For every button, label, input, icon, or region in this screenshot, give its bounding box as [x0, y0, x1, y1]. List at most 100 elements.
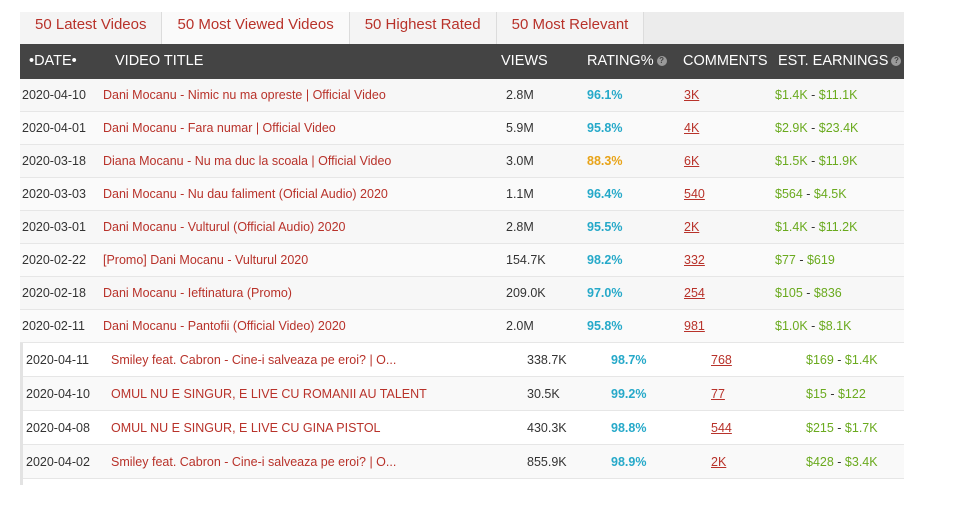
video-rating: 96.4%: [587, 187, 623, 201]
video-comments-link[interactable]: 77: [711, 387, 725, 401]
tab-highest-rated[interactable]: 50 Highest Rated: [349, 12, 497, 44]
column-earnings-header[interactable]: EST. EARNINGS?: [778, 44, 902, 79]
table-row: 2020-03-01 Dani Mocanu - Vulturul (Offici…: [20, 211, 904, 244]
video-rating: 98.2%: [587, 253, 623, 267]
video-comments-link[interactable]: 3K: [684, 88, 700, 102]
video-views: 855.9K: [527, 455, 567, 469]
earnings-low: $1.4K: [775, 220, 808, 234]
video-date: 2020-04-02: [26, 455, 90, 469]
video-date: 2020-03-01: [22, 220, 86, 234]
table-row: 2020-04-10 Dani Mocanu - Nimic nu ma opre…: [20, 79, 904, 112]
video-earnings: $1.0K - $8.1K: [775, 310, 851, 343]
video-title-link[interactable]: Dani Mocanu - Ieftinatura (Promo): [103, 286, 292, 300]
earnings-low: $1.0K: [775, 319, 808, 333]
earnings-separator: -: [807, 121, 819, 135]
video-comments-link[interactable]: 2K: [711, 455, 727, 469]
video-title-link[interactable]: Dani Mocanu - Pantofii (Official Video) …: [103, 319, 346, 333]
table-row: 2020-04-02 Smiley feat. Cabron - Cine-i s…: [23, 445, 904, 479]
video-title-link[interactable]: Diana Mocanu - Nu ma duc la scoala | Off…: [103, 154, 392, 168]
earnings-separator: -: [833, 421, 845, 435]
table-row: 2020-04-10 OMUL NU E SINGUR, E LIVE CU RO…: [23, 377, 904, 411]
video-date: 2020-02-22: [22, 253, 86, 267]
help-icon[interactable]: ?: [891, 56, 902, 67]
earnings-high: $23.4K: [818, 121, 859, 135]
earnings-low: $15: [806, 387, 827, 401]
video-views: 5.9M: [506, 121, 534, 135]
video-comments-link[interactable]: 544: [711, 421, 732, 435]
video-title-link[interactable]: [Promo] Dani Mocanu - Vulturul 2020: [103, 253, 309, 267]
tab-latest-videos[interactable]: 50 Latest Videos: [20, 12, 163, 44]
earnings-low: $1.4K: [775, 88, 808, 102]
video-earnings: $169 - $1.4K: [806, 343, 878, 377]
video-views: 154.7K: [506, 253, 546, 267]
earnings-high: $1.4K: [844, 353, 878, 367]
video-views: 209.0K: [506, 286, 546, 300]
video-date: 2020-02-18: [22, 286, 86, 300]
video-comments-link[interactable]: 2K: [684, 220, 700, 234]
video-rating: 95.8%: [587, 319, 623, 333]
earnings-high: $11.9K: [818, 154, 858, 168]
earnings-separator: -: [833, 455, 845, 469]
earnings-low: $428: [806, 455, 834, 469]
video-views: 2.8M: [506, 220, 534, 234]
earnings-separator: -: [807, 319, 819, 333]
video-title-link[interactable]: OMUL NU E SINGUR, E LIVE CU GINA PISTOL: [111, 421, 381, 435]
video-comments-link[interactable]: 332: [684, 253, 705, 267]
video-views: 430.3K: [527, 421, 567, 435]
earnings-separator: -: [802, 286, 814, 300]
earnings-low: $105: [775, 286, 803, 300]
earnings-low: $2.9K: [775, 121, 808, 135]
video-comments-link[interactable]: 4K: [684, 121, 700, 135]
table-bottom-edge: [20, 479, 904, 485]
video-date: 2020-02-11: [22, 319, 86, 333]
earnings-low: $564: [775, 187, 803, 201]
video-views: 30.5K: [527, 387, 560, 401]
earnings-high: $11.1K: [818, 88, 858, 102]
video-title-link[interactable]: Smiley feat. Cabron - Cine-i salveaza pe…: [111, 455, 397, 469]
table-row: 2020-02-18 Dani Mocanu - Ieftinatura (Pro…: [20, 277, 904, 310]
video-title-link[interactable]: OMUL NU E SINGUR, E LIVE CU ROMANII AU T…: [111, 387, 427, 401]
help-icon[interactable]: ?: [656, 56, 667, 67]
column-views-header[interactable]: VIEWS: [501, 53, 548, 69]
video-comments-link[interactable]: 6K: [684, 154, 700, 168]
column-comments-header[interactable]: COMMENTS: [683, 53, 768, 69]
earnings-separator: -: [795, 253, 807, 267]
earnings-separator: -: [807, 154, 819, 168]
video-earnings: $105 - $836: [775, 277, 842, 310]
video-date: 2020-04-11: [26, 353, 90, 367]
video-rating: 96.1%: [587, 88, 623, 102]
video-rating: 98.9%: [611, 455, 647, 469]
video-earnings: $2.9K - $23.4K: [775, 112, 858, 145]
video-table: 2020-04-10 Dani Mocanu - Nimic nu ma opre…: [20, 79, 904, 343]
column-title-header: VIDEO TITLE: [115, 53, 204, 69]
video-earnings: $428 - $3.4K: [806, 445, 878, 479]
video-title-link[interactable]: Dani Mocanu - Nu dau faliment (Oficial A…: [103, 187, 388, 201]
earnings-high: $1.7K: [844, 421, 878, 435]
column-date-header[interactable]: •DATE•: [29, 53, 77, 69]
video-title-link[interactable]: Dani Mocanu - Nimic nu ma opreste | Offi…: [103, 88, 386, 102]
earnings-high: $619: [806, 253, 835, 267]
earnings-low: $215: [806, 421, 834, 435]
video-comments-link[interactable]: 540: [684, 187, 705, 201]
video-title-link[interactable]: Smiley feat. Cabron - Cine-i salveaza pe…: [111, 353, 397, 367]
video-date: 2020-04-08: [26, 421, 90, 435]
video-views: 338.7K: [527, 353, 567, 367]
table-row: 2020-03-03 Dani Mocanu - Nu dau faliment …: [20, 178, 904, 211]
video-views: 1.1M: [506, 187, 534, 201]
video-comments-link[interactable]: 254: [684, 286, 705, 300]
column-rating-header[interactable]: RATING%?: [587, 44, 667, 79]
table-row: 2020-04-01 Dani Mocanu - Fara numar | Off…: [20, 112, 904, 145]
tab-most-viewed-videos[interactable]: 50 Most Viewed Videos: [162, 12, 350, 44]
earnings-low: $1.5K: [775, 154, 808, 168]
tab-most-relevant[interactable]: 50 Most Relevant: [496, 12, 645, 44]
video-rating: 98.8%: [611, 421, 647, 435]
video-title-link[interactable]: Dani Mocanu - Fara numar | Official Vide…: [103, 121, 336, 135]
earnings-separator: -: [807, 220, 819, 234]
video-comments-link[interactable]: 768: [711, 353, 732, 367]
video-title-link[interactable]: Dani Mocanu - Vulturul (Official Audio) …: [103, 220, 346, 234]
column-rating-label: RATING%: [587, 53, 654, 69]
earnings-high: $122: [837, 387, 866, 401]
video-comments-link[interactable]: 981: [684, 319, 705, 333]
video-date: 2020-03-03: [22, 187, 86, 201]
video-rating: 97.0%: [587, 286, 623, 300]
